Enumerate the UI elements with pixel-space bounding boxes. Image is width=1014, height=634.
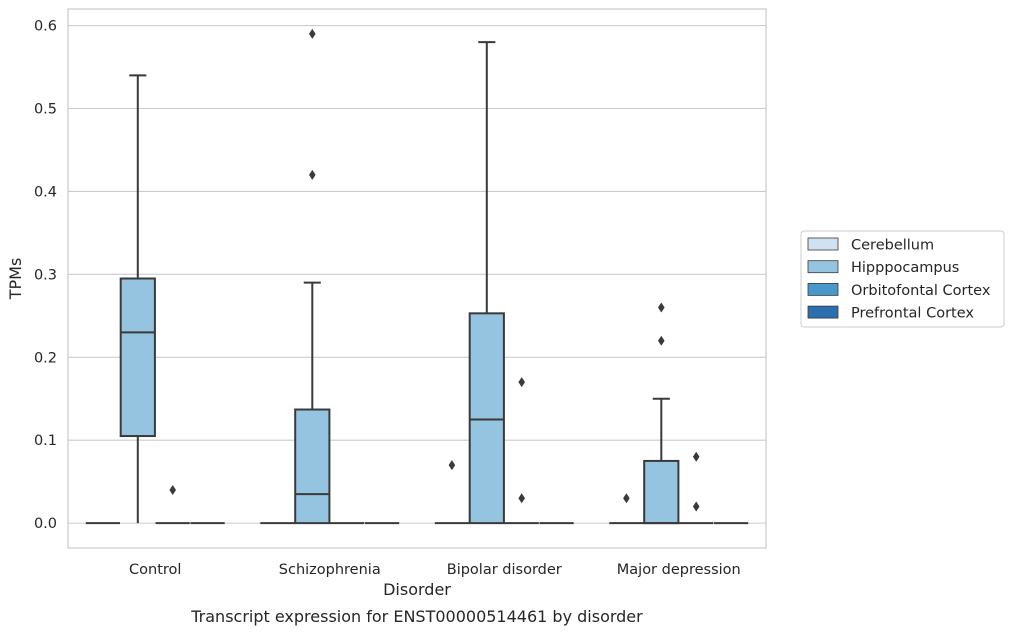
legend-frame <box>800 230 1005 328</box>
outlier-point <box>309 169 316 180</box>
box-body <box>294 408 331 525</box>
box-2-1 <box>468 41 505 525</box>
x-axis-ticks: Control Schizophrenia Bipolar disorder Majo… <box>129 562 741 578</box>
box-marks <box>85 28 749 525</box>
box-3-0 <box>609 493 644 525</box>
legend-label: Hipppocampus <box>851 260 959 276</box>
legend-swatch <box>807 282 839 296</box>
plot-area <box>67 8 767 549</box>
outlier-point <box>518 377 525 388</box>
y-axis-ticks: 0.0 0.1 0.2 0.3 0.4 0.5 0.6 <box>34 19 57 533</box>
legend-label: Prefrontal Cortex <box>851 306 974 322</box>
box-body <box>468 312 505 525</box>
y-tick-label: 0.0 <box>34 516 57 532</box>
box-0-2 <box>155 484 190 525</box>
y-tick-label: 0.5 <box>34 102 57 118</box>
box-body <box>119 277 156 438</box>
x-axis-label: Disorder <box>383 580 451 599</box>
legend-label: Orbitofontal Cortex <box>851 283 991 299</box>
plot-background <box>68 9 766 548</box>
box-2-2 <box>504 377 539 525</box>
y-tick-label: 0.3 <box>34 267 57 283</box>
box-3-2 <box>679 451 714 525</box>
legend: Cerebellum Hipppocampus Orbitofontal Corte… <box>800 230 1005 328</box>
x-tick-label: Control <box>129 562 181 578</box>
y-axis-label: TPMs <box>6 258 25 301</box>
legend-swatch <box>807 260 839 274</box>
outlier-point <box>448 460 456 471</box>
y-tick-label: 0.6 <box>34 19 57 35</box>
box-2-0 <box>434 460 470 525</box>
box-0-1 <box>119 74 156 524</box>
legend-swatch <box>807 305 839 319</box>
outlier-point <box>658 302 665 313</box>
legend-swatch <box>807 237 839 251</box>
x-tick-label: Bipolar disorder <box>447 562 562 578</box>
outlier-point <box>518 493 525 504</box>
box-3-1 <box>643 302 680 525</box>
x-tick-label: Major depression <box>617 562 741 578</box>
legend-label: Cerebellum <box>851 238 934 254</box>
outlier-point <box>658 335 665 346</box>
outlier-point <box>692 451 700 462</box>
chart-caption: Transcript expression for ENST0000051446… <box>190 607 643 626</box>
y-tick-label: 0.2 <box>34 350 57 366</box>
outlier-point <box>623 493 630 504</box>
y-tick-label: 0.1 <box>34 433 57 449</box>
plot-frame <box>67 8 767 549</box>
x-tick-label: Schizophrenia <box>279 562 381 578</box>
outlier-point <box>169 484 176 495</box>
outlier-point <box>309 28 316 39</box>
box-body <box>643 459 680 525</box>
outlier-point <box>692 501 700 512</box>
box-1-1 <box>294 28 331 525</box>
y-tick-label: 0.4 <box>34 184 57 200</box>
